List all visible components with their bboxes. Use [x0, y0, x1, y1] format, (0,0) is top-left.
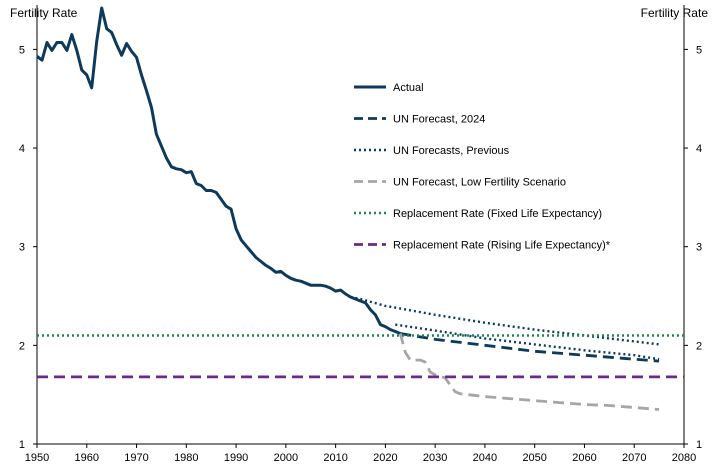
x-tick-label: 2010: [323, 452, 347, 464]
legend-label: Replacement Rate (Rising Life Expectancy…: [393, 240, 611, 252]
x-tick-label: 2030: [423, 452, 447, 464]
x-tick-label: 2060: [572, 452, 596, 464]
x-tick-label: 2040: [473, 452, 497, 464]
axes: 1950 1960 1970 1980 1990 2000 2010 2020 2030 2040…: [19, 5, 702, 464]
plot-lines: [36, 6, 684, 411]
y-tick-label-left: 5: [19, 44, 25, 56]
y-tick-label-right: 5: [696, 44, 702, 56]
x-tick-label: 2080: [672, 452, 696, 464]
x-tick-label: 1950: [25, 452, 49, 464]
y-tick-label-left: 2: [19, 340, 25, 352]
series-un-forecast-low-fertility-scenario-line: [398, 333, 660, 411]
x-tick-label: 2020: [373, 452, 397, 464]
legend-label: UN Forecast, Low Fertility Scenario: [393, 177, 566, 189]
x-tick-label: 1990: [224, 452, 248, 464]
x-tick-label: 1970: [124, 452, 148, 464]
x-tick-label: 2000: [274, 452, 298, 464]
y-tick-label-left: 1: [19, 439, 25, 451]
y-tick-label-right: 2: [696, 340, 702, 352]
y-tick-label-right: 3: [696, 242, 702, 254]
legend-label: Replacement Rate (Fixed Life Expectancy): [393, 208, 602, 220]
x-tick-label: 1980: [174, 452, 198, 464]
x-tick-label: 2070: [622, 452, 646, 464]
y-tick-label-left: 3: [19, 242, 25, 254]
x-tick-label: 1960: [75, 452, 99, 464]
series-un-forecast-2024-line: [400, 332, 660, 363]
y-axis-title-left: Fertility Rate: [10, 6, 78, 20]
series-un-forecasts-previous-later-vintage-line: [395, 323, 660, 361]
legend-label: Actual: [393, 82, 424, 94]
y-axis-title-right: Fertility Rate: [641, 6, 709, 20]
series-actual-line: [36, 6, 401, 335]
y-tick-label-right: 1: [696, 439, 702, 451]
y-tick-label-left: 4: [19, 143, 25, 155]
legend-label: UN Forecasts, Previous: [393, 145, 510, 157]
x-tick-label: 2050: [522, 452, 546, 464]
y-tick-label-right: 4: [696, 143, 702, 155]
legend-label: UN Forecast, 2024: [393, 114, 485, 126]
legend: Actual UN Forecast, 2024 UN Forecasts, Pre…: [354, 82, 611, 252]
series-un-forecasts-previous-line: [350, 295, 660, 346]
